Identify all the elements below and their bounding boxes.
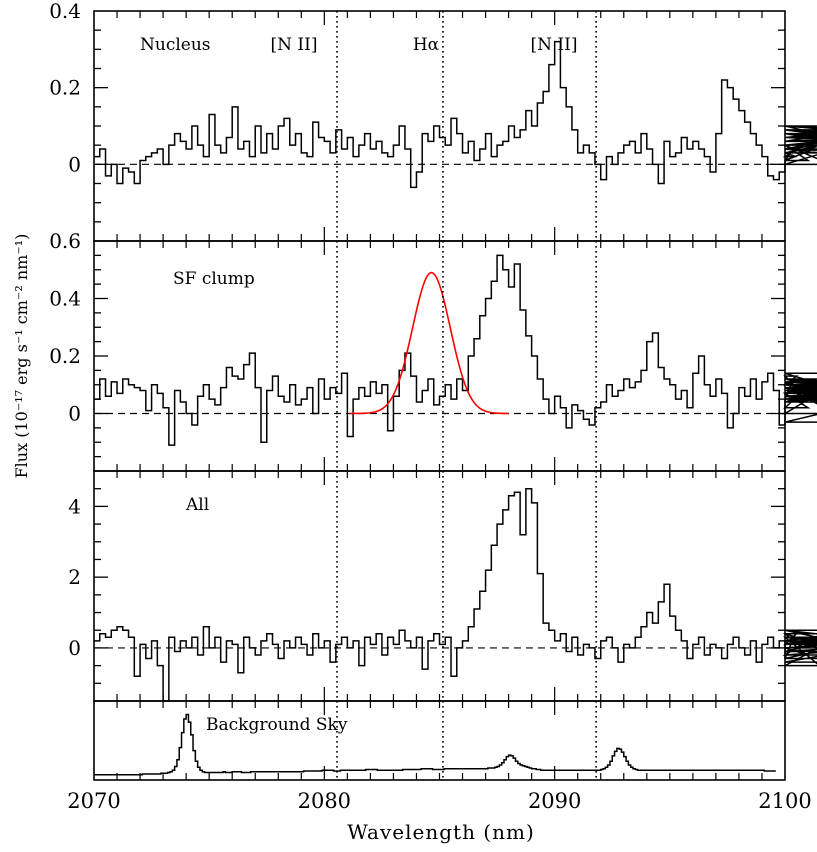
- spectrum-series-nucleus: [94, 40, 817, 189]
- panel-label-background-sky: Background Sky: [206, 715, 348, 735]
- emission-line-label: Hα: [413, 35, 440, 55]
- x-axis-title: Wavelength (nm): [347, 820, 535, 844]
- y-tick-label: 0.4: [49, 287, 81, 311]
- panel-background-sky: Background Sky: [93, 700, 786, 781]
- x-tick-label: 2080: [298, 789, 351, 813]
- y-tick-label: 0.4: [49, 0, 81, 23]
- y-tick-label: 0.6: [49, 229, 81, 253]
- emission-line-label: [N II]: [271, 35, 318, 55]
- y-tick-label: 4: [68, 494, 81, 518]
- spectrum-series-sf-clump: [94, 254, 817, 446]
- panel-sf-clump: 0 0.2 0.4 0.6 SF clump: [49, 229, 817, 472]
- emission-line-label: [N II]: [531, 35, 578, 55]
- x-tick-label: 2070: [67, 789, 120, 813]
- y-tick-label: 0: [68, 636, 81, 660]
- spectrum-series-background-sky: [94, 713, 776, 776]
- y-tick-label: 0.2: [49, 344, 81, 368]
- x-tick-label: 2090: [528, 789, 581, 813]
- line-labels: [N II] Hα [N II]: [271, 35, 578, 55]
- y-tick-label: 0.2: [49, 76, 81, 100]
- panel-all: 0 2 4 All: [68, 470, 817, 702]
- panel-frame: [93, 700, 786, 781]
- y-tick-label: 2: [68, 565, 81, 589]
- panel-label-all: All: [185, 495, 209, 515]
- y-tick-label: 0: [68, 402, 81, 426]
- y-tick-label: 0: [68, 152, 81, 176]
- x-tick-label: 2100: [758, 789, 811, 813]
- spectrum-series-all: [94, 487, 817, 702]
- panel-label-nucleus: Nucleus: [140, 35, 211, 55]
- gaussian-fit-curve: [349, 271, 509, 415]
- panel-label-sf-clump: SF clump: [173, 269, 255, 289]
- y-axis-title: Flux (10⁻¹⁷ erg s⁻¹ cm⁻² nm⁻¹): [12, 234, 31, 479]
- reference-lines: [336, 11, 597, 780]
- panels-group: 0 0.2 0.4 Nucleus 0 0.2 0.4 0.6 SF clump 0 2 4 All Ba…: [49, 0, 817, 781]
- x-axis: 2070 2080 2090 2100: [67, 789, 811, 813]
